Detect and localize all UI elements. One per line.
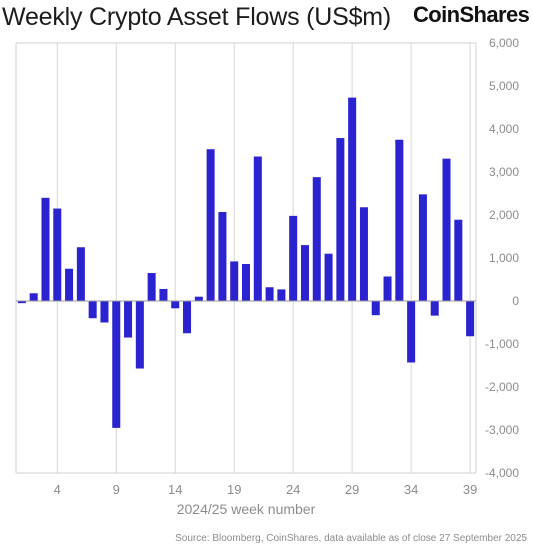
x-tick-label: 4 (54, 482, 61, 497)
bar-week-9 (112, 301, 121, 428)
x-tick-label: 19 (227, 482, 241, 497)
y-tick-label: -3,000 (485, 423, 519, 437)
y-tick-label: 4,000 (489, 122, 519, 136)
bar-week-38 (454, 219, 463, 301)
y-tick-label: -1,000 (485, 337, 519, 351)
bar-week-27 (324, 253, 333, 301)
y-tick-label: -4,000 (485, 466, 519, 480)
bar-week-3 (41, 197, 50, 301)
bar-week-19 (230, 261, 239, 301)
x-tick-label: 9 (113, 482, 120, 497)
bar-week-17 (206, 149, 215, 301)
x-tick-label: 29 (345, 482, 359, 497)
bar-week-6 (76, 247, 85, 301)
x-tick-label: 34 (404, 482, 418, 497)
bar-week-4 (53, 208, 62, 301)
x-tick-label: 39 (463, 482, 477, 497)
bar-week-26 (312, 177, 321, 301)
bar-week-39 (466, 301, 475, 337)
bar-week-25 (300, 245, 309, 301)
y-tick-label: 0 (512, 294, 519, 308)
bar-week-18 (218, 211, 227, 301)
coinshares-logo: CoinShares (413, 2, 530, 27)
bar-week-36 (430, 301, 439, 316)
bar-week-32 (383, 276, 392, 301)
bar-week-20 (241, 264, 251, 301)
bar-week-21 (253, 156, 262, 301)
bar-week-33 (395, 139, 404, 301)
bar-week-11 (135, 301, 144, 369)
bar-week-22 (265, 287, 274, 301)
bar-week-14 (171, 301, 180, 309)
y-tick-label: 6,000 (489, 36, 519, 50)
x-tick-label: 14 (168, 482, 182, 497)
bar-week-16 (194, 296, 203, 301)
y-tick-label: 2,000 (489, 208, 519, 222)
bar-week-31 (371, 301, 380, 316)
y-tick-label: -2,000 (485, 380, 519, 394)
bar-week-2 (29, 293, 38, 301)
bar-week-37 (442, 158, 451, 301)
bar-week-5 (65, 268, 74, 301)
x-axis: 4 9 14 19 24 29 34 39 (54, 482, 478, 497)
y-tick-label: 1,000 (489, 251, 519, 265)
y-tick-label: 5,000 (489, 79, 519, 93)
y-axis: 6,000 5,000 4,000 3,000 2,000 1,000 0 -1,000 -2,… (485, 36, 519, 480)
x-tick-label: 24 (286, 482, 300, 497)
x-axis-label: 2024/25 week number (177, 501, 316, 517)
bar-week-24 (289, 215, 298, 301)
chart-title: Weekly Crypto Asset Flows (US$m) (2, 3, 392, 31)
y-tick-label: 3,000 (489, 165, 519, 179)
chart-bars (17, 97, 475, 428)
bar-week-30 (359, 207, 368, 301)
bar-week-28 (336, 138, 345, 301)
bar-week-10 (124, 301, 133, 338)
bar-week-29 (348, 97, 357, 301)
bar-week-23 (277, 289, 286, 301)
bar-week-15 (183, 301, 192, 334)
source-note: Source: Bloomberg, CoinShares, data avai… (175, 533, 527, 544)
bar-week-13 (159, 288, 168, 301)
bar-week-1 (17, 301, 26, 304)
bar-week-35 (418, 194, 427, 301)
chart-grid (15, 42, 477, 474)
bar-week-34 (407, 301, 416, 363)
bar-week-12 (147, 273, 156, 301)
bar-week-7 (88, 301, 97, 319)
bar-week-8 (100, 301, 109, 323)
